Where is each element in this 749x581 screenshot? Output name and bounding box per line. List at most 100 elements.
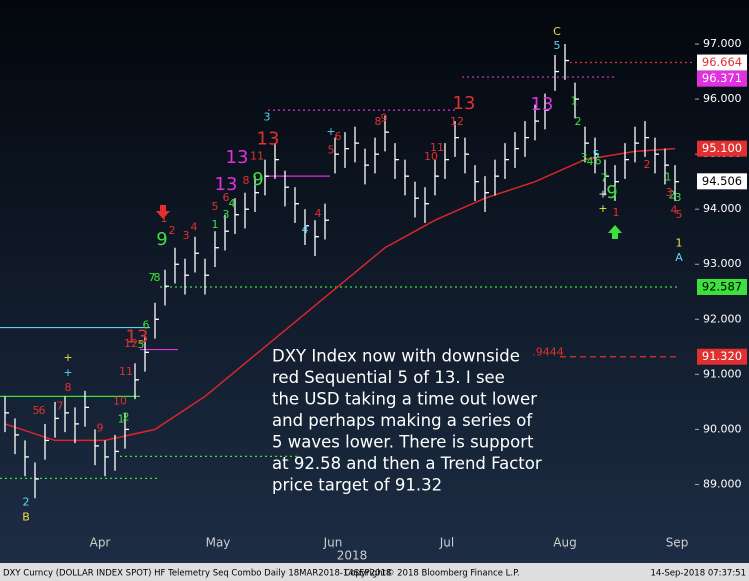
y-tick-label: 96.000 bbox=[703, 92, 742, 105]
sequential-count: 8 bbox=[154, 271, 161, 284]
sequential-count: 11 bbox=[430, 141, 444, 154]
sequential-count: 9 bbox=[252, 169, 263, 190]
sequential-count: 2 bbox=[169, 224, 176, 237]
x-tick-label: Jun bbox=[323, 536, 343, 550]
sequential-count: 8 bbox=[375, 115, 382, 128]
sequential-count: 13 bbox=[215, 174, 238, 195]
sequential-count: 2 bbox=[123, 410, 130, 423]
x-tick-label: Aug bbox=[553, 536, 576, 550]
sequential-count: 5 bbox=[138, 338, 145, 351]
sequential-count: 10 bbox=[424, 150, 438, 163]
sequential-count: 1 bbox=[161, 212, 168, 225]
sequential-count: 5 bbox=[554, 39, 561, 52]
y-tick-label: 89.000 bbox=[703, 477, 742, 490]
price-label-box bbox=[697, 140, 747, 157]
sequential-count: 5 bbox=[593, 148, 600, 161]
x-axis-year: 2018 bbox=[337, 549, 368, 563]
price-label-box bbox=[697, 348, 747, 365]
sequential-count: 12 bbox=[124, 337, 138, 350]
sequential-count: 3 bbox=[264, 110, 271, 123]
price-label-box bbox=[697, 54, 747, 71]
sequential-count: 7 bbox=[601, 171, 608, 184]
sequential-count: 9 bbox=[97, 421, 104, 434]
price-label: 95.100 bbox=[702, 141, 742, 155]
sequential-count: 8 bbox=[65, 381, 72, 394]
up-arrow bbox=[608, 225, 622, 239]
sequential-count: 3 bbox=[223, 208, 230, 221]
sequential-count: 13 bbox=[531, 94, 554, 115]
commentary-line: price target of 91.32 bbox=[272, 476, 442, 495]
price-label-box bbox=[697, 278, 747, 295]
sequential-count: 3 bbox=[675, 191, 682, 204]
y-tick-label: 91.000 bbox=[703, 367, 742, 380]
sequential-count: 7 bbox=[57, 399, 64, 412]
down-arrow bbox=[156, 205, 170, 219]
commentary-line: the USD taking a time out lower bbox=[272, 390, 537, 409]
sequential-count: 2 bbox=[669, 188, 676, 201]
sequential-count: 9 bbox=[606, 182, 617, 203]
sequential-count: 1 bbox=[118, 412, 125, 425]
sequential-count: 6 bbox=[143, 318, 150, 331]
commentary-line: red Sequential 5 of 13. I see bbox=[272, 368, 505, 387]
sequential-count: 9 bbox=[381, 111, 388, 124]
y-tick-label: 93.000 bbox=[703, 257, 742, 270]
price-label: 92.587 bbox=[702, 279, 742, 293]
background bbox=[0, 0, 749, 563]
footer-left: DXY Curncy (DOLLAR INDEX SPOT) HF Teleme… bbox=[3, 569, 391, 579]
x-tick-label: Sep bbox=[666, 536, 689, 550]
moving-average bbox=[4, 147, 676, 442]
footer-right: 14-Sep-2018 07:37:51 bbox=[651, 569, 746, 579]
price-label-box bbox=[697, 70, 747, 87]
sequential-count: 3 bbox=[666, 186, 673, 199]
sequential-count: 2 bbox=[23, 496, 30, 509]
y-tick-label: 92.000 bbox=[703, 312, 742, 325]
sequential-count: 5 bbox=[33, 404, 40, 417]
sequential-count: 11 bbox=[250, 149, 264, 162]
sequential-count: 13 bbox=[453, 93, 476, 114]
sequential-count: 6 bbox=[595, 154, 602, 167]
sequential-count: 13 bbox=[126, 326, 149, 347]
price-label: 94.506 bbox=[702, 174, 742, 188]
sequential-count: + bbox=[326, 125, 335, 138]
sequential-count: .9444 bbox=[532, 345, 564, 358]
sequential-count: A bbox=[675, 251, 683, 264]
sequential-count: 4 bbox=[191, 220, 198, 233]
sequential-count: 4 bbox=[229, 197, 236, 210]
sequential-count: 8 bbox=[243, 174, 250, 187]
sequential-count: 12 bbox=[450, 115, 464, 128]
sequential-count: 5 bbox=[328, 143, 335, 156]
sequential-count: 3 bbox=[581, 151, 588, 164]
y-tick-label: 97.000 bbox=[703, 37, 742, 50]
sequential-count: 4 bbox=[302, 223, 309, 236]
sequential-count: 13 bbox=[226, 147, 249, 168]
sequential-count: + bbox=[598, 187, 607, 200]
sequential-count: C bbox=[553, 25, 561, 38]
commentary-line: DXY Index now with downside bbox=[272, 347, 520, 366]
sequential-count: + bbox=[63, 351, 72, 364]
sequential-count: 1 bbox=[613, 206, 620, 219]
x-tick-label: Apr bbox=[90, 536, 111, 550]
sequential-count: 7 bbox=[149, 271, 156, 284]
sequential-count: + bbox=[598, 202, 607, 215]
price-label: 96.371 bbox=[702, 71, 742, 85]
sequential-count: 2 bbox=[575, 115, 582, 128]
sequential-count: 4 bbox=[671, 203, 678, 216]
price-label: 96.664 bbox=[702, 55, 742, 69]
sequential-count: 6 bbox=[39, 404, 46, 417]
x-tick-label: May bbox=[206, 536, 231, 550]
sequential-count: 5 bbox=[212, 200, 219, 213]
footer-bar bbox=[0, 563, 749, 581]
footer-center: Copyright© 2018 Bloomberg Finance L.P. bbox=[344, 569, 519, 579]
commentary-line: and perhaps making a series of bbox=[272, 411, 533, 430]
sequential-count: 1 bbox=[212, 218, 219, 231]
sequential-count: + bbox=[63, 366, 72, 379]
sequential-count: 1 bbox=[571, 94, 578, 107]
sequential-count: 9 bbox=[156, 229, 167, 250]
commentary-line: at 92.58 and then a Trend Factor bbox=[272, 454, 542, 473]
y-tick-label: 94.000 bbox=[703, 202, 742, 215]
sequential-count: 10 bbox=[113, 394, 127, 407]
price-label-box bbox=[697, 173, 747, 190]
sequential-count: 1 bbox=[676, 236, 683, 249]
sequential-count: 3 bbox=[183, 229, 190, 242]
